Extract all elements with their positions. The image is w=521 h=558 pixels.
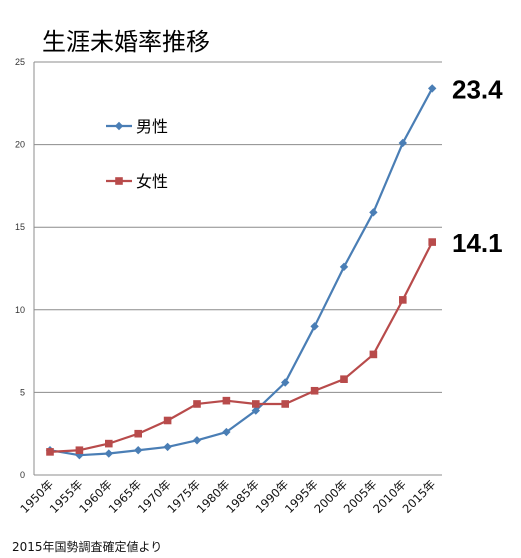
source-note: 2015年国勢調査確定値より — [12, 539, 162, 554]
legend-label: 女性 — [136, 172, 168, 191]
data-point-square — [252, 400, 260, 408]
series-line — [49, 87, 434, 457]
data-point-diamond — [398, 138, 407, 148]
data-label: 23.4 — [452, 74, 503, 104]
data-point-square — [369, 350, 378, 359]
series — [45, 84, 437, 460]
end-labels: 23.4 14.1 — [452, 74, 503, 258]
data-point-square — [46, 448, 54, 456]
data-point-diamond — [339, 262, 349, 272]
y-tick-label: 20 — [15, 140, 25, 150]
data-point-square — [134, 429, 142, 438]
legend-label: 男性 — [136, 117, 168, 136]
y-tick-label: 0 — [20, 470, 25, 480]
grid — [34, 61, 442, 393]
data-point-diamond — [163, 442, 172, 452]
y-tick-label: 15 — [15, 222, 25, 232]
data-point-diamond — [281, 378, 290, 387]
data-point-square — [163, 416, 172, 425]
data-point-square — [75, 446, 84, 455]
data-point-diamond — [192, 436, 202, 445]
data-point-square — [105, 439, 113, 448]
data-point-diamond — [104, 449, 113, 458]
y-tick-label: 10 — [15, 305, 25, 315]
data-point-diamond — [251, 406, 260, 415]
data-point-square — [281, 400, 289, 408]
data-point-diamond — [222, 427, 231, 437]
y-tick-label: 25 — [15, 57, 25, 67]
data-point-square — [222, 396, 231, 405]
data-point-diamond — [428, 84, 437, 93]
data-point-square — [193, 400, 201, 408]
data-label: 14.1 — [452, 228, 503, 258]
data-point-diamond — [310, 322, 319, 331]
data-point-square — [115, 177, 123, 185]
data-point-square — [340, 375, 348, 383]
x-tick-label: 2015年 — [400, 477, 439, 516]
chart-title: 生涯未婚率推移 — [42, 28, 210, 56]
data-point-square — [310, 386, 319, 395]
data-point-diamond — [369, 208, 378, 217]
data-point-square — [399, 296, 407, 304]
data-point-diamond — [134, 446, 143, 455]
series-line — [49, 241, 434, 453]
y-tick-label: 5 — [20, 387, 25, 397]
data-point-square — [428, 238, 436, 246]
data-point-diamond — [114, 121, 124, 131]
